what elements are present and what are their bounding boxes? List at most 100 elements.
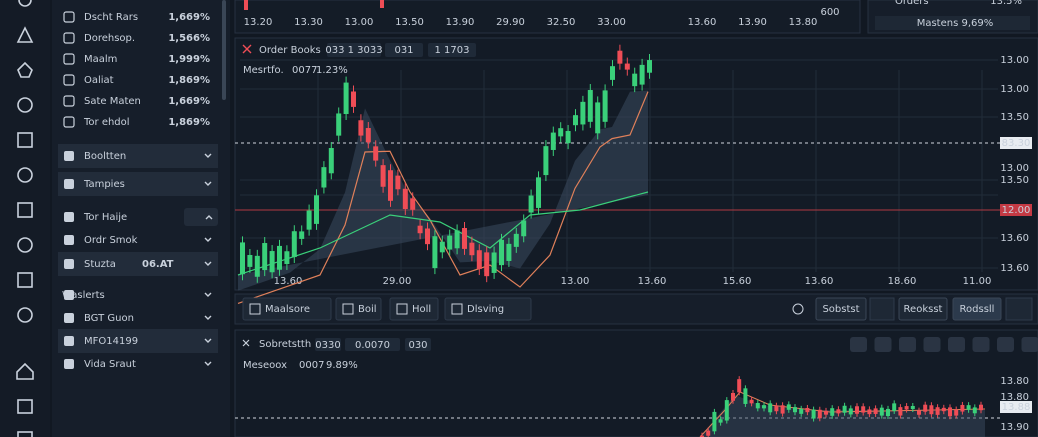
section-bg[interactable] [58, 329, 218, 353]
chevron[interactable] [204, 181, 212, 186]
price-badge [1000, 137, 1032, 149]
clock-icon[interactable] [17, 97, 33, 113]
top-candle [380, 0, 384, 8]
row-value: 1,669% [168, 12, 210, 23]
chevron[interactable] [204, 338, 212, 343]
candle [484, 252, 490, 277]
chevron[interactable] [204, 361, 212, 366]
candle [417, 225, 423, 234]
candle [805, 407, 810, 413]
play-icon[interactable] [17, 272, 33, 288]
tool-button[interactable] [815, 297, 867, 321]
y-axis-label: 13.50 [1000, 112, 1029, 123]
section-icon [64, 179, 74, 189]
candle [836, 409, 841, 414]
tool-button[interactable] [869, 297, 895, 321]
candle [277, 245, 282, 270]
info-icon[interactable] [17, 307, 33, 323]
candle [712, 411, 717, 432]
nav-icons [16, 0, 34, 437]
alert-icon[interactable] [16, 26, 34, 43]
candle [892, 403, 897, 411]
top-right-label: Orders [895, 0, 929, 7]
panel-button[interactable] [948, 337, 965, 352]
tool-button[interactable] [1005, 297, 1033, 321]
candle [879, 407, 884, 416]
chevron[interactable] [204, 153, 212, 158]
icon-bar [0, 0, 50, 437]
row-value: 1,669% [168, 96, 210, 107]
candle [647, 60, 652, 73]
panel-button[interactable] [899, 337, 916, 352]
candle [365, 128, 371, 143]
tool-button[interactable] [952, 297, 1002, 321]
candle [886, 408, 890, 417]
candle [755, 402, 760, 409]
doc-icon[interactable] [17, 202, 33, 218]
more-icon[interactable] [17, 431, 33, 437]
candle [573, 115, 578, 126]
badge [405, 338, 431, 351]
home-icon[interactable] [17, 61, 33, 78]
scrollbar[interactable] [222, 0, 226, 100]
candle [454, 230, 460, 249]
candle [873, 408, 878, 414]
tool-label: Dlsving [467, 304, 504, 315]
list-icon[interactable] [17, 132, 33, 148]
chevron[interactable] [204, 237, 212, 242]
section-bg[interactable] [58, 144, 218, 168]
settings-icon[interactable] [17, 167, 33, 183]
candle [521, 220, 527, 237]
section-label: Ordr Smok [84, 235, 138, 246]
candle [425, 228, 430, 245]
candle [587, 90, 593, 122]
panel-button[interactable] [1021, 337, 1038, 352]
badge [327, 43, 381, 57]
legend-label: Mesrtfo. [243, 65, 284, 76]
panel-button[interactable] [972, 337, 990, 352]
y-axis-label: 13.60 [1000, 263, 1029, 274]
price-badge-text: 12.00 [1002, 205, 1031, 216]
badge-text: 1 1703 [435, 45, 470, 56]
panel-button[interactable] [874, 337, 892, 352]
candle [254, 255, 260, 277]
chevron[interactable] [204, 315, 212, 320]
lower-title: Sobretstth [259, 339, 311, 350]
search-icon[interactable] [18, 0, 32, 7]
tool-button[interactable] [444, 297, 532, 321]
section-bg[interactable] [58, 252, 218, 276]
chevron[interactable] [204, 261, 212, 266]
history-icon[interactable] [17, 237, 33, 253]
panel-button[interactable] [923, 337, 941, 352]
tool-label: Rodssll [960, 304, 995, 315]
candle [898, 407, 903, 416]
tool-icon[interactable] [792, 303, 804, 315]
wallet-icon[interactable] [17, 399, 33, 414]
candle [284, 251, 290, 265]
chevron-up[interactable] [205, 215, 213, 220]
candle [328, 148, 334, 174]
section-label: Vida Sraut [84, 359, 136, 370]
candle [247, 255, 253, 267]
candle [543, 146, 549, 176]
panel-button[interactable] [997, 337, 1014, 352]
candle [291, 231, 297, 258]
panel-button[interactable] [850, 337, 867, 352]
house-icon[interactable] [16, 362, 34, 380]
chevron[interactable] [204, 292, 212, 297]
y-axis-label: 13.00 [1000, 163, 1029, 174]
legend-value: 0077 [292, 65, 317, 76]
candle [462, 228, 467, 249]
row-name: Dorehsop. [84, 33, 135, 44]
tool-button[interactable] [898, 297, 948, 321]
tool-button[interactable] [242, 297, 332, 321]
toggle[interactable] [184, 208, 218, 226]
ma-line-orange [237, 91, 649, 304]
section-icon [64, 235, 74, 245]
top-axis-label: 13.30 [294, 17, 323, 28]
section-bg[interactable] [58, 172, 218, 196]
section-label: Booltten [84, 151, 126, 162]
badge-text: 030 [408, 340, 427, 351]
candle [799, 408, 804, 414]
candle [700, 435, 704, 437]
